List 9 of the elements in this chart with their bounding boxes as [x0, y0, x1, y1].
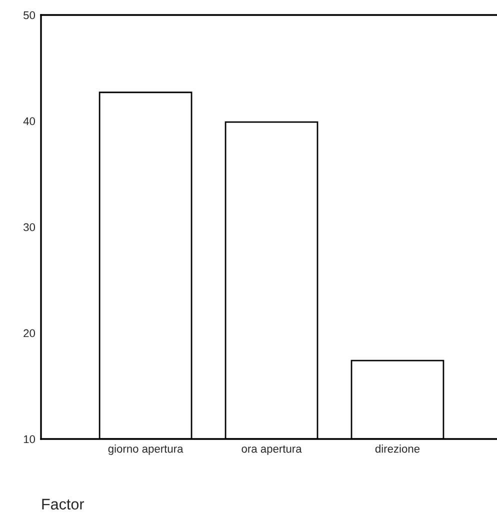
x-tick-label: direzione	[375, 444, 420, 453]
x-tick-label: ora apertura	[242, 445, 302, 455]
y-tick-label: 40	[23, 117, 36, 126]
y-tick-label: 30	[24, 223, 36, 232]
x-axis-title: Factor	[42, 498, 84, 510]
x-tick-label: giorno apertura	[108, 444, 184, 455]
y-tick-label: 10	[24, 435, 36, 444]
y-tick-label: 50	[24, 11, 36, 20]
y-tick-label: 20	[24, 329, 36, 338]
